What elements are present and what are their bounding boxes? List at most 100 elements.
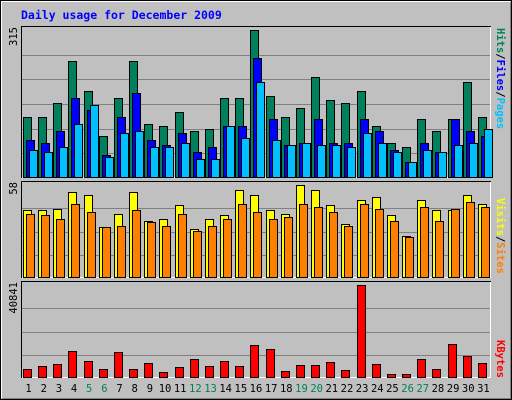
chart-title: Daily usage for December 2009 <box>21 8 222 22</box>
sites-bar <box>481 207 490 278</box>
kbytes-bar <box>326 362 335 378</box>
pages-bar <box>135 131 144 178</box>
pages-bar <box>347 147 356 178</box>
kbytes-bar <box>266 349 275 378</box>
pages-bar <box>59 147 68 178</box>
kbytes-bar <box>84 361 93 378</box>
day-label: 14 <box>219 383 232 395</box>
pages-bar <box>241 138 250 178</box>
day-label: 29 <box>447 383 460 395</box>
pages-bar <box>438 152 447 178</box>
panel-bevel-dark <box>21 26 491 178</box>
kbytes-bar <box>448 344 457 378</box>
kbytes-bar <box>144 363 153 378</box>
pages-bar <box>423 150 432 178</box>
pages-bar <box>105 157 114 178</box>
day-label: 20 <box>310 383 323 395</box>
kbytes-bar <box>250 345 259 378</box>
sites-bar <box>178 214 187 278</box>
sites-bar <box>253 212 262 278</box>
day-label: 23 <box>356 383 369 395</box>
day-label: 22 <box>341 383 354 395</box>
sites-bar <box>375 209 384 278</box>
pages-bar <box>287 145 296 178</box>
sites-bar <box>344 226 353 278</box>
sites-bar <box>208 226 217 278</box>
day-label: 19 <box>295 383 308 395</box>
day-label: 30 <box>462 383 475 395</box>
kbytes-bar <box>432 369 441 378</box>
sites-bar <box>420 207 429 278</box>
day-label: 2 <box>41 383 47 395</box>
pages-bar <box>196 159 205 178</box>
legend-segment: Files <box>494 60 506 92</box>
sites-bar <box>102 227 111 278</box>
pages-bar <box>272 140 281 178</box>
visits-sites-panel: 58 <box>8 181 491 278</box>
kbytes-bar <box>129 369 138 378</box>
kbytes-bar <box>357 285 366 378</box>
sites-bar <box>405 237 414 278</box>
sites-bar <box>132 210 141 278</box>
kbytes-bar <box>114 352 123 378</box>
kbytes-bar <box>281 371 290 378</box>
pages-bar <box>393 152 402 178</box>
kbytes-bar <box>402 374 411 378</box>
day-axis-labels: 1 2 3 4 5 6 7 8 9 10 11 12 13 14 15 16 17 18 19 20 21 22 23 24 2… <box>25 383 489 395</box>
pages-bar <box>302 143 311 178</box>
legend-segment: KBytes <box>494 340 506 378</box>
day-label: 26 <box>401 383 414 395</box>
pages-bar <box>484 129 493 178</box>
kbytes-bar <box>23 369 32 378</box>
sites-bar <box>435 221 444 278</box>
sites-bar <box>223 219 232 278</box>
day-label: 27 <box>416 383 429 395</box>
sites-bar <box>56 219 65 278</box>
hits-files-pages-panel: 315 <box>8 26 493 178</box>
sites-bar <box>314 207 323 278</box>
kbytes-bar <box>296 365 305 378</box>
kbytes-bar <box>159 372 168 378</box>
sites-bar <box>466 202 475 278</box>
panel-bevel-dark <box>21 281 491 378</box>
kbytes-bar <box>38 366 47 378</box>
kbytes-bar <box>99 369 108 378</box>
kbytes-bar <box>311 365 320 378</box>
legend-segment: / <box>494 91 506 97</box>
sites-bar <box>193 231 202 278</box>
pages-bar <box>256 82 265 178</box>
day-label: 16 <box>250 383 263 395</box>
sites-bar <box>451 209 460 278</box>
day-label: 12 <box>189 383 202 395</box>
kbytes-bar <box>68 351 77 378</box>
max-value-label: 58 <box>8 182 20 195</box>
pages-bar <box>90 105 99 178</box>
kbytes-panel: 40841 <box>8 281 491 378</box>
legend-segment: / <box>494 53 506 59</box>
day-label: 10 <box>159 383 172 395</box>
day-label: 9 <box>147 383 153 395</box>
visits-sites-legend: Visits/Sites <box>494 198 506 274</box>
sites-bar <box>41 215 50 278</box>
pages-bar <box>181 143 190 178</box>
kbytes-bar <box>387 374 396 378</box>
sites-bar <box>269 219 278 278</box>
legend-segment: Hits <box>494 28 506 53</box>
day-label: 13 <box>204 383 217 395</box>
pages-bar <box>29 150 38 178</box>
sites-bar <box>87 212 96 278</box>
kbytes-bar <box>372 364 381 378</box>
day-label: 24 <box>371 383 384 395</box>
day-label: 4 <box>71 383 77 395</box>
sites-bar <box>238 204 247 278</box>
pages-bar <box>74 124 83 178</box>
legend-segment: Pages <box>494 98 506 130</box>
sites-bar <box>390 221 399 278</box>
pages-bar <box>408 162 417 178</box>
day-label: 1 <box>25 383 31 395</box>
pages-bar <box>317 145 326 178</box>
sites-bar <box>284 217 293 278</box>
